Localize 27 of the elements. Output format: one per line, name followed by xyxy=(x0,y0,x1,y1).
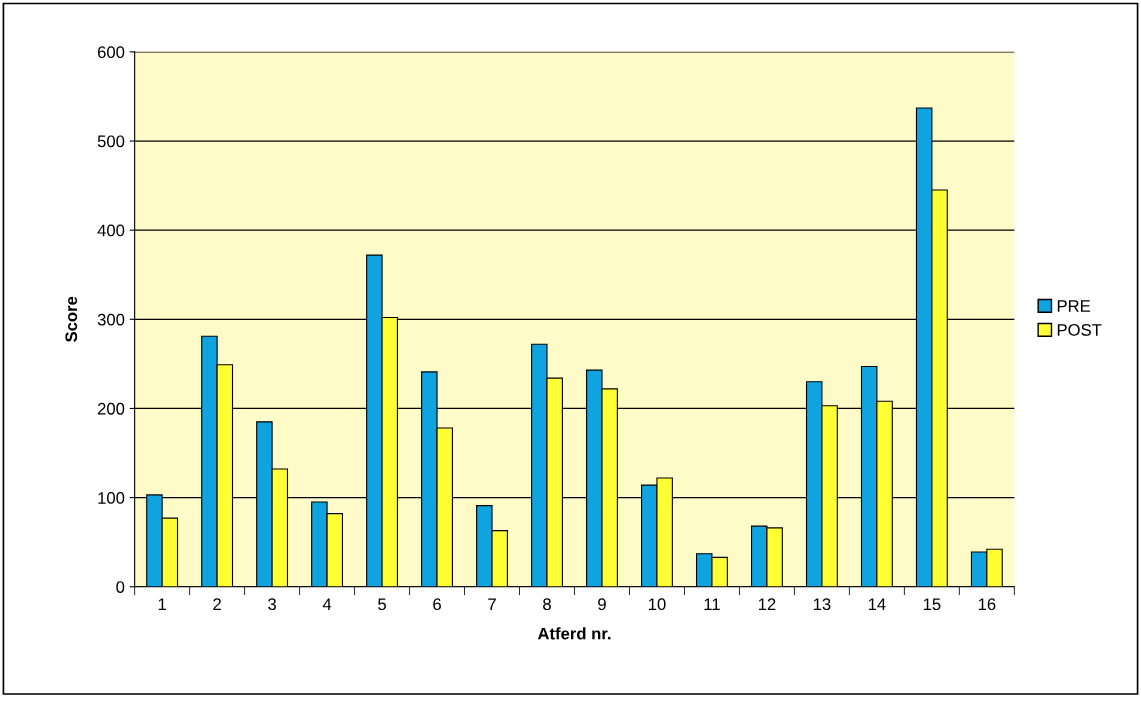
x-tick-label: 15 xyxy=(923,598,941,611)
x-tick-label: 7 xyxy=(488,598,496,610)
x-tick-label: 8 xyxy=(543,598,551,611)
y-axis-title: Score xyxy=(65,296,78,342)
x-tick-label: 16 xyxy=(978,598,996,611)
x-tick-label: 14 xyxy=(868,598,886,610)
legend-label: PRE xyxy=(1057,300,1091,312)
x-tick-label: 4 xyxy=(322,598,332,610)
y-tick-label: 300 xyxy=(97,313,125,326)
y-tick-label: 600 xyxy=(97,46,125,59)
x-tick-label: 12 xyxy=(758,598,776,610)
y-tick-label: 400 xyxy=(97,224,125,237)
x-tick-label: 13 xyxy=(813,598,831,611)
x-tick-label: 5 xyxy=(378,598,386,611)
y-tick-label: 0 xyxy=(116,581,125,593)
x-tick-label: 9 xyxy=(598,598,606,611)
x-tick-label: 10 xyxy=(648,598,666,611)
x-axis-title: Atferd nr. xyxy=(537,627,611,640)
y-tick-label: 200 xyxy=(97,402,125,415)
legend-label: POST xyxy=(1057,324,1102,336)
x-tick-label: 6 xyxy=(433,598,441,611)
y-tick-label: 500 xyxy=(97,135,125,148)
x-tick-label: 2 xyxy=(213,598,221,610)
y-tick-label: 100 xyxy=(98,491,125,504)
x-tick-label: 3 xyxy=(268,598,276,611)
x-tick-label: 11 xyxy=(704,598,720,610)
x-tick-label: 1 xyxy=(158,598,166,610)
